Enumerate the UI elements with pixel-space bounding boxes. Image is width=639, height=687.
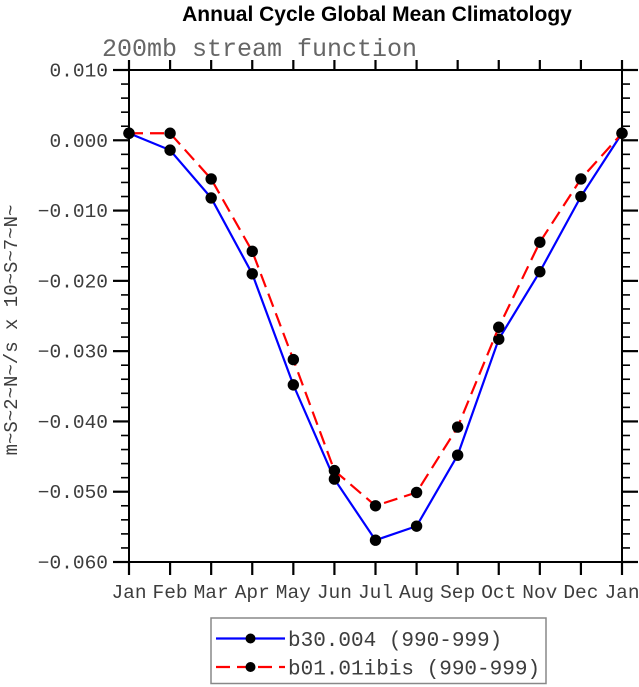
data-point-marker — [410, 486, 423, 499]
data-point-marker — [534, 266, 546, 278]
x-tick-label: Sep — [440, 582, 475, 604]
data-point-marker — [493, 333, 505, 345]
data-point-marker — [369, 500, 382, 512]
data-point-marker — [123, 127, 135, 139]
chart-title: Annual Cycle Global Mean Climatology — [182, 3, 572, 26]
x-tick-label: Apr — [235, 582, 270, 604]
x-tick-label: Jan — [111, 582, 146, 604]
y-tick-label: −0.050 — [38, 482, 108, 504]
x-tick-label: May — [276, 582, 311, 604]
data-point-marker — [575, 173, 587, 185]
data-point-marker — [164, 144, 176, 156]
data-point-marker — [575, 190, 587, 203]
x-tick-label: Feb — [153, 582, 188, 604]
data-point-marker — [287, 379, 300, 391]
axes: 0.010 0.000 −0.010 −0.020 −0.030 −0.040 −0.050… — [38, 60, 639, 604]
plot-frame — [128, 69, 623, 563]
legend: b30.004 (990-999) b01.01ibis (990-999) — [210, 617, 547, 685]
legend-marker — [245, 662, 256, 672]
data-point-marker — [616, 127, 628, 139]
data-point-marker — [164, 127, 176, 139]
data-point-marker — [246, 268, 258, 280]
data-point-marker — [205, 192, 217, 204]
series-line-0 — [128, 132, 623, 542]
x-tick-label: Jun — [317, 582, 352, 604]
x-tick-label: Aug — [399, 582, 434, 604]
y-tick-label: −0.030 — [38, 342, 108, 364]
data-point-marker — [451, 421, 464, 433]
data-point-marker — [410, 520, 423, 532]
legend-entry-label: b01.01ibis (990-999) — [288, 659, 540, 682]
legend-box — [210, 617, 547, 685]
y-tick-label: −0.040 — [38, 412, 108, 434]
legend-marker — [245, 633, 256, 644]
x-tick-label: Jan — [604, 582, 639, 604]
data-point-marker — [205, 173, 217, 185]
x-tick-label: Jul — [358, 582, 393, 604]
y-tick-label: −0.020 — [38, 271, 108, 293]
data-point-marker — [287, 353, 300, 366]
y-tick-label: 0.000 — [49, 131, 108, 153]
y-tick-label: −0.060 — [38, 553, 108, 575]
data-point-marker — [369, 534, 382, 546]
data-point-marker — [493, 321, 505, 333]
y-axis-label: m~S~2~N~/s x 10~S~7~N~ — [1, 205, 23, 456]
y-tick-label: 0.010 — [49, 61, 108, 83]
data-point-marker — [246, 245, 258, 258]
x-tick-label: Nov — [522, 582, 557, 604]
data-point-marker — [328, 473, 341, 485]
x-tick-label: Dec — [563, 582, 598, 604]
legend-entry-label: b30.004 (990-999) — [288, 630, 502, 653]
x-tick-label: Mar — [194, 582, 229, 604]
data-point-marker — [451, 449, 464, 461]
x-tick-label: Oct — [481, 582, 516, 604]
data-point-marker — [534, 236, 546, 248]
series-group — [123, 127, 628, 546]
y-tick-label: −0.010 — [38, 201, 108, 223]
data-point-marker — [328, 464, 341, 477]
chart-subtitle: 200mb stream function — [102, 35, 417, 64]
